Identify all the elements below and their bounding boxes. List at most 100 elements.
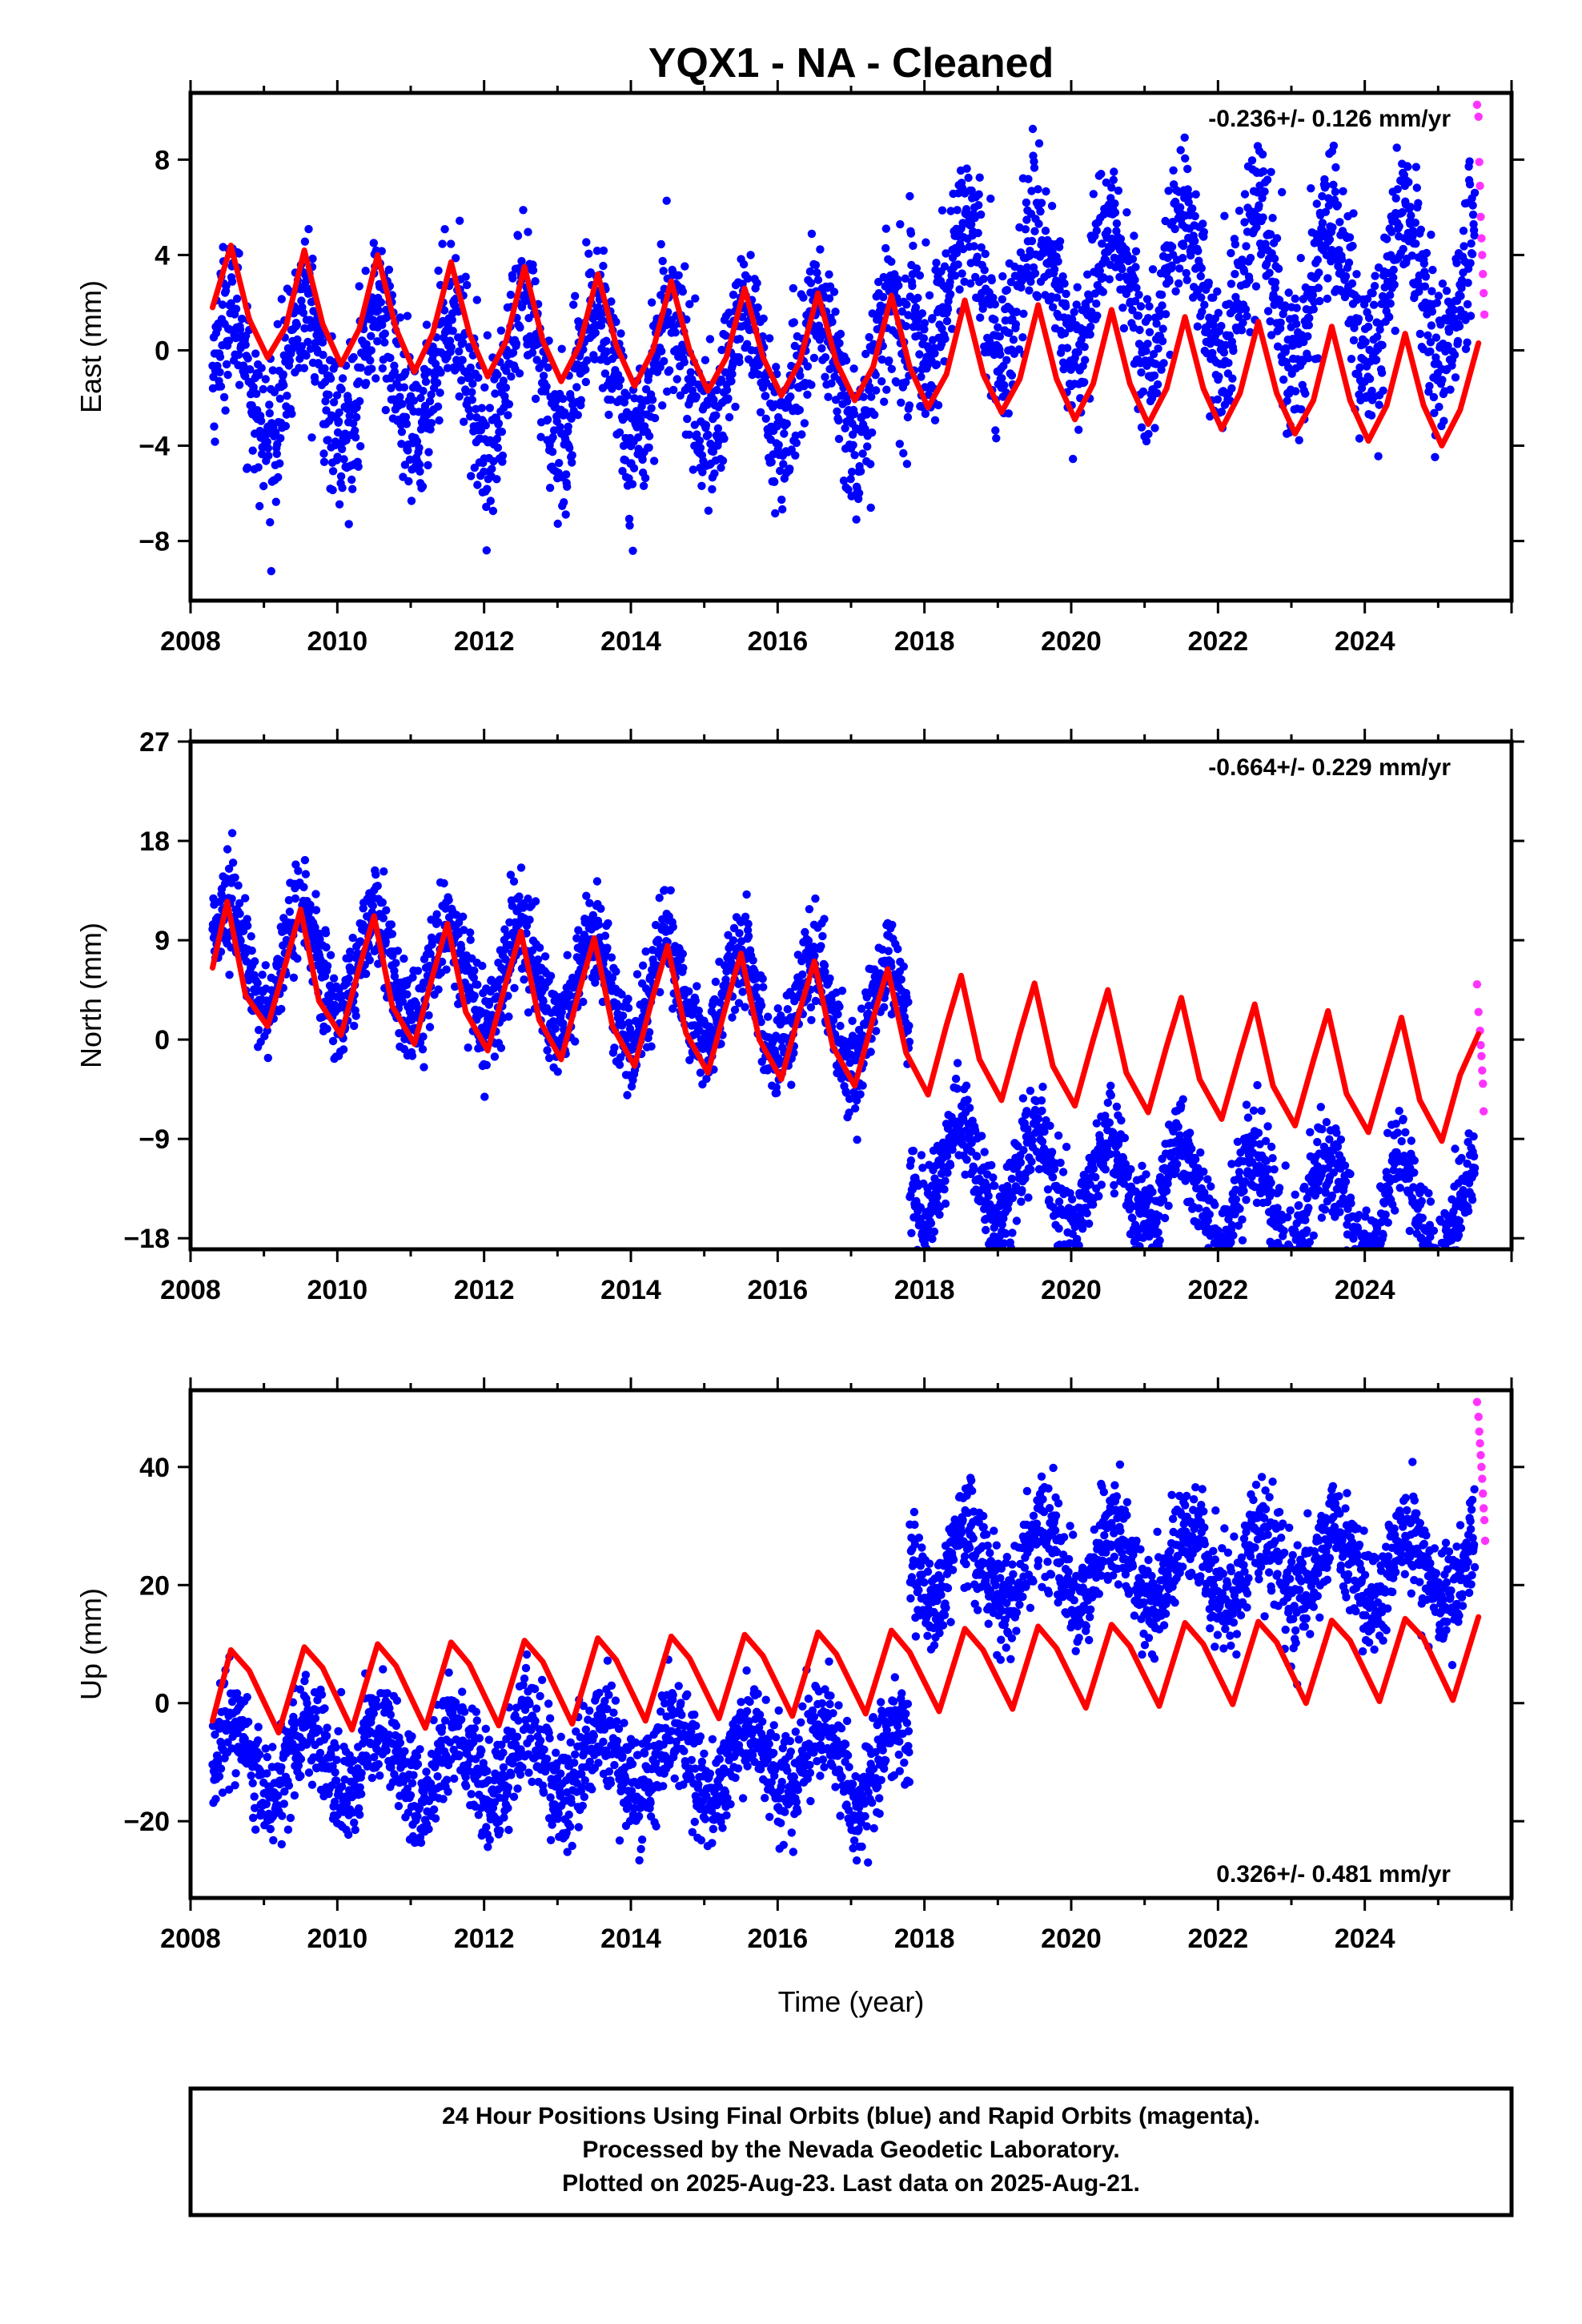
- final-point: [362, 969, 371, 979]
- final-point: [606, 396, 616, 404]
- final-point: [299, 883, 308, 892]
- final-point: [884, 947, 893, 955]
- final-point: [637, 402, 646, 411]
- final-point: [1283, 396, 1291, 405]
- final-point: [390, 971, 400, 981]
- final-point: [328, 1036, 338, 1046]
- final-point: [1219, 348, 1229, 357]
- final-point: [457, 376, 466, 385]
- final-point: [1116, 235, 1126, 243]
- final-point: [912, 264, 921, 273]
- final-point: [407, 497, 416, 505]
- final-point: [750, 967, 759, 976]
- final-point: [669, 385, 678, 395]
- final-point: [374, 959, 383, 968]
- final-point: [1030, 163, 1039, 172]
- final-point: [946, 290, 955, 299]
- final-point: [346, 947, 355, 956]
- final-point: [321, 929, 331, 938]
- final-point: [565, 444, 574, 452]
- final-point: [964, 173, 973, 183]
- final-point: [424, 368, 433, 376]
- final-point: [279, 370, 287, 379]
- east-panel: 2008 2010 2012 2014 2016 2018 2020 2022 2024−8−4…: [74, 80, 1524, 657]
- final-point: [967, 220, 976, 229]
- final-point: [1093, 312, 1102, 320]
- final-point: [659, 267, 668, 275]
- final-point: [743, 926, 753, 935]
- final-point: [544, 1054, 554, 1063]
- final-point: [1411, 239, 1420, 248]
- final-point: [799, 293, 808, 302]
- final-point: [624, 995, 632, 1003]
- final-point: [1352, 270, 1361, 279]
- final-point: [644, 432, 654, 440]
- final-point: [213, 361, 222, 371]
- final-point: [857, 1004, 866, 1013]
- final-point: [1337, 255, 1347, 263]
- final-point: [1158, 301, 1166, 310]
- final-point: [483, 331, 492, 340]
- final-point: [717, 345, 726, 355]
- final-point: [501, 383, 511, 392]
- final-point: [416, 1039, 425, 1047]
- final-point: [841, 356, 851, 365]
- final-point: [408, 1051, 417, 1060]
- final-point: [365, 955, 374, 965]
- final-point: [743, 274, 753, 283]
- final-point: [464, 1043, 472, 1052]
- final-point: [1110, 208, 1120, 217]
- final-point: [943, 305, 953, 314]
- final-point: [1086, 330, 1094, 339]
- final-point: [545, 484, 555, 493]
- final-point: [284, 895, 294, 905]
- final-point: [681, 262, 689, 271]
- final-point: [1355, 434, 1364, 443]
- final-point: [1318, 191, 1327, 201]
- final-point: [656, 987, 665, 997]
- final-point: [349, 352, 358, 362]
- final-point: [974, 190, 983, 199]
- final-point: [289, 973, 299, 983]
- final-point: [607, 297, 616, 306]
- final-point: [241, 894, 250, 903]
- final-point: [1227, 279, 1236, 288]
- final-point: [403, 990, 412, 999]
- final-point: [234, 881, 243, 890]
- final-point: [508, 348, 518, 357]
- final-point: [565, 990, 574, 999]
- final-point: [1291, 387, 1300, 396]
- final-point: [976, 313, 985, 322]
- final-point: [532, 356, 541, 364]
- final-point: [480, 383, 489, 392]
- rapid-point: [1476, 212, 1485, 221]
- final-point: [457, 944, 466, 953]
- final-point: [1062, 289, 1070, 299]
- final-point: [816, 245, 825, 254]
- final-point: [275, 394, 284, 403]
- final-point: [911, 303, 921, 312]
- final-point: [387, 930, 397, 939]
- final-point: [1130, 296, 1140, 306]
- final-point: [648, 396, 657, 404]
- final-point: [1312, 199, 1322, 208]
- final-point: [1369, 300, 1379, 309]
- final-point: [744, 919, 753, 928]
- final-point: [617, 990, 626, 999]
- final-point: [402, 420, 412, 428]
- final-point: [366, 356, 375, 365]
- final-point: [729, 923, 739, 933]
- final-point: [1368, 289, 1377, 298]
- final-point: [451, 982, 460, 991]
- final-point: [695, 1027, 705, 1035]
- final-point: [1142, 347, 1150, 356]
- final-point: [1260, 187, 1269, 196]
- final-point: [294, 866, 303, 875]
- final-point: [1313, 255, 1323, 264]
- final-point: [727, 959, 736, 967]
- final-point: [921, 409, 930, 418]
- final-point: [618, 467, 627, 476]
- final-point: [435, 416, 444, 425]
- final-point: [322, 943, 331, 952]
- final-point: [318, 338, 327, 347]
